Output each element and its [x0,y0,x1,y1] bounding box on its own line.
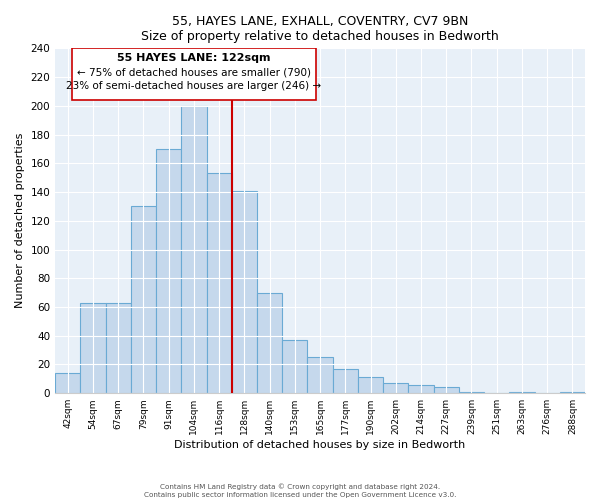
Bar [509,392,535,393]
Bar [181,106,206,393]
Bar [156,149,181,393]
Bar [409,384,434,393]
Text: 55 HAYES LANE: 122sqm: 55 HAYES LANE: 122sqm [117,52,271,62]
X-axis label: Distribution of detached houses by size in Bedworth: Distribution of detached houses by size … [175,440,466,450]
Bar [55,373,80,393]
Bar [307,358,332,393]
Bar [434,388,459,393]
Text: Contains HM Land Registry data © Crown copyright and database right 2024.
Contai: Contains HM Land Registry data © Crown c… [144,484,456,498]
Bar [560,392,585,393]
Bar [358,378,383,393]
Y-axis label: Number of detached properties: Number of detached properties [15,133,25,308]
FancyBboxPatch shape [71,48,316,100]
Bar [383,383,409,393]
Bar [131,206,156,393]
Text: 23% of semi-detached houses are larger (246) →: 23% of semi-detached houses are larger (… [67,82,322,92]
Bar [332,369,358,393]
Title: 55, HAYES LANE, EXHALL, COVENTRY, CV7 9BN
Size of property relative to detached : 55, HAYES LANE, EXHALL, COVENTRY, CV7 9B… [141,15,499,43]
Bar [80,302,106,393]
Bar [282,340,307,393]
Text: ← 75% of detached houses are smaller (790): ← 75% of detached houses are smaller (79… [77,67,311,77]
Bar [232,190,257,393]
Bar [459,392,484,393]
Bar [257,292,282,393]
Bar [106,302,131,393]
Bar [206,174,232,393]
